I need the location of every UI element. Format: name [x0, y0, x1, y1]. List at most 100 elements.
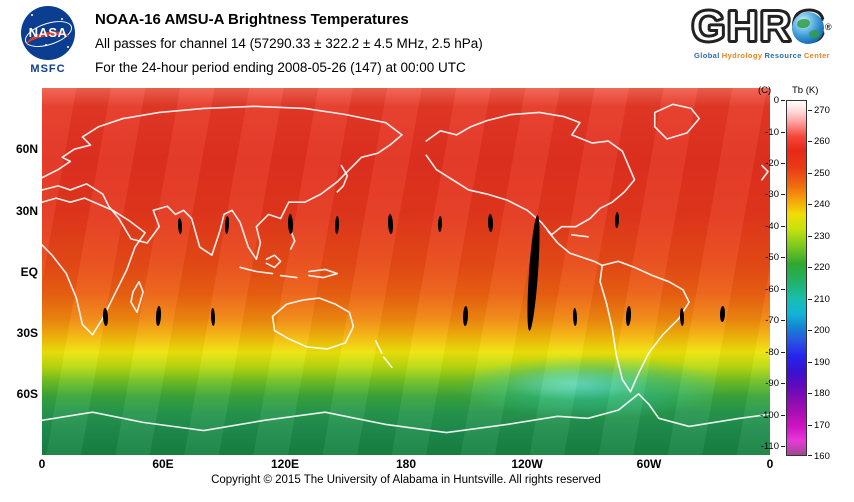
colorbar-tick: [781, 194, 785, 195]
lat-tick-label: 30N: [15, 204, 38, 218]
kelvin-tick-label: 210: [814, 294, 830, 305]
colorbar-zone: (C) Tb (K) 0 -10 -20 -30 -40 -50 -60: [750, 85, 854, 462]
coastline-north-america: [425, 111, 636, 236]
nasa-stars-icon: [31, 14, 33, 16]
celsius-tick-label: -10: [765, 127, 779, 138]
colorbar-tick: [781, 257, 785, 258]
orbit-swath-texture: [42, 88, 770, 455]
ghrc-letters: GHR: [690, 2, 793, 51]
lon-tick-label: 180: [395, 457, 417, 471]
celsius-tick-label: -50: [765, 252, 779, 263]
colorbar-tick: [781, 289, 785, 290]
ghrc-letter-c: C: [791, 3, 825, 51]
colorbar-tick: [808, 236, 812, 237]
coastline-central-america: [546, 229, 603, 267]
lat-tick-label: 60N: [15, 142, 38, 156]
page-title: NOAA-16 AMSU-A Brightness Temperatures: [95, 11, 409, 28]
coastline-africa: [42, 197, 146, 336]
coastline-uk: [761, 164, 769, 181]
tagline-word: Global: [694, 51, 720, 60]
kelvin-tick-label: 270: [814, 105, 830, 116]
coastline-new-zealand: [382, 356, 393, 369]
lon-tick-label: 0: [766, 457, 774, 471]
nasa-logo-block: NASA MSFC: [10, 6, 86, 75]
colorbar-tick: [808, 425, 812, 426]
period-line: For the 24-hour period ending 2008-05-26…: [95, 60, 466, 75]
celsius-tick-label: -90: [765, 378, 779, 389]
header-titles: NOAA-16 AMSU-A Brightness Temperatures A…: [95, 8, 483, 80]
celsius-tick-label: -60: [765, 284, 779, 295]
colorbar-tick: [781, 352, 785, 353]
msfc-label: MSFC: [30, 63, 66, 75]
celsius-tick-label: 0: [773, 95, 779, 106]
lon-tick-label: 60E: [152, 457, 174, 471]
celsius-tick-label: -80: [765, 347, 779, 358]
colorbar-tick: [808, 173, 812, 174]
coastline-japan: [336, 164, 349, 193]
colorbar-tick: [808, 362, 812, 363]
temperature-colorbar: [786, 100, 807, 456]
antarctic-cold-core: [500, 366, 647, 400]
lat-tick-label: 30S: [16, 326, 38, 340]
lon-tick-label: 60W: [636, 457, 662, 471]
coastline-australia: [271, 297, 355, 350]
coastline-madagascar: [130, 280, 144, 314]
colorbar-tick: [808, 299, 812, 300]
kelvin-tick-label: 230: [814, 231, 830, 242]
lat-tick-label: EQ: [20, 265, 38, 279]
colorbar-tick: [808, 393, 812, 394]
coastline-new-guinea: [308, 268, 339, 279]
kelvin-tick-label: 220: [814, 262, 830, 273]
coastline-indonesia: [279, 274, 298, 279]
kelvin-tick-label: 260: [814, 136, 830, 147]
colorbar-tick: [781, 163, 785, 164]
coastline-antarctica: [42, 393, 770, 434]
colorbar-tick: [808, 455, 812, 456]
colorbar-tick: [781, 320, 785, 321]
colorbar-tick: [808, 267, 812, 268]
kelvin-tick-label: 170: [814, 420, 830, 431]
celsius-tick-label: -20: [765, 158, 779, 169]
lat-tick-label: 60S: [16, 387, 38, 401]
coastline-greenland: [653, 103, 701, 140]
colorbar-tick: [808, 204, 812, 205]
coastline-borneo: [265, 254, 282, 269]
coastline-south-america: [599, 260, 690, 393]
tagline-word: Hydrology: [721, 51, 763, 60]
channel-subtitle: All passes for channel 14 (57290.33 ± 32…: [95, 36, 483, 51]
kelvin-tick-label: 160: [814, 451, 830, 462]
celsius-tick-label: -30: [765, 189, 779, 200]
lon-tick-label: 120W: [511, 457, 543, 471]
kelvin-tick-label: 200: [814, 325, 830, 336]
globe-icon: [792, 12, 825, 44]
kelvin-tick-label: 190: [814, 357, 830, 368]
lon-tick-label: 120E: [270, 457, 300, 471]
colorbar-tick: [808, 110, 812, 111]
copyright-notice: Copyright © 2015 The University of Alaba…: [211, 474, 601, 486]
coastline-indonesia: [239, 266, 274, 275]
colorbar-tick: [781, 446, 785, 447]
colorbar-tick: [781, 415, 785, 416]
kelvin-tick-label: 250: [814, 168, 830, 179]
kelvin-tick-label: 180: [814, 388, 830, 399]
colorbar-tick: [781, 132, 785, 133]
colorbar-tick: [808, 330, 812, 331]
colorbar-celsius-header: (C): [758, 85, 772, 96]
ghrc-wordmark: GHRC®: [678, 2, 846, 51]
nasa-wordmark: NASA: [28, 25, 68, 40]
registered-mark: ®: [824, 22, 833, 32]
nasa-meatball-icon: NASA: [21, 6, 75, 60]
coastline-overlay: [42, 103, 770, 434]
celsius-tick-label: -100: [759, 410, 779, 421]
lon-tick-label: 0: [38, 457, 46, 471]
colorbar-tick: [781, 383, 785, 384]
coastline-philippines: [289, 229, 296, 250]
coastline-new-zealand: [374, 340, 383, 354]
brightness-temperature-map: [42, 88, 770, 455]
tagline-word: Resource: [764, 51, 802, 60]
tagline-word: Center: [803, 51, 830, 60]
celsius-tick-label: -110: [760, 441, 779, 452]
colorbar-tick: [781, 226, 785, 227]
